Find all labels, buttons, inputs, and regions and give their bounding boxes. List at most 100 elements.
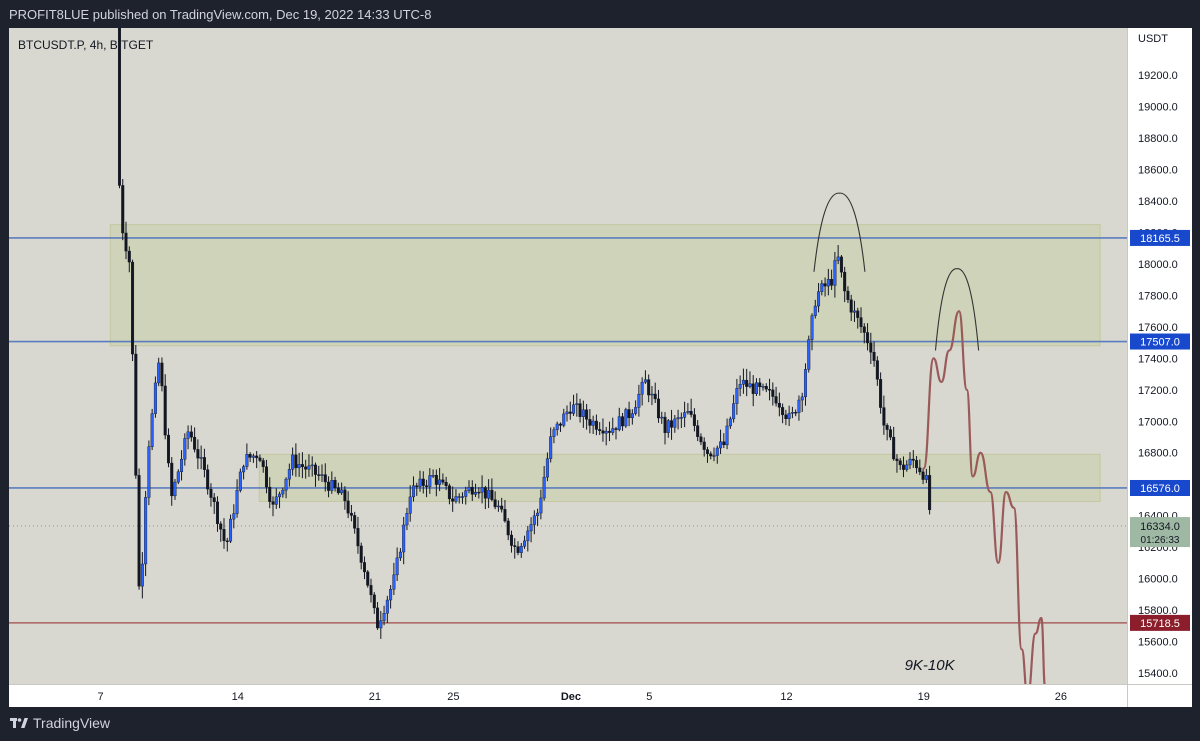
candle-body-224 bbox=[849, 299, 853, 313]
y-tick-label: 17800.0 bbox=[1138, 290, 1178, 302]
candle-body-247 bbox=[924, 475, 928, 480]
candle-body-159 bbox=[637, 393, 641, 408]
candle-body-34 bbox=[229, 518, 233, 542]
candle-body-184 bbox=[719, 441, 723, 449]
candle-body-65 bbox=[330, 480, 334, 491]
candle-body-89 bbox=[408, 496, 412, 514]
level-tag-4 bbox=[1130, 614, 1190, 631]
candle-body-237 bbox=[892, 436, 896, 460]
candle-body-239 bbox=[898, 460, 902, 466]
candle-body-66 bbox=[333, 480, 337, 488]
candle-body-134 bbox=[555, 423, 559, 430]
candle-body-82 bbox=[385, 599, 389, 614]
footer-bar: TradingView bbox=[0, 707, 1200, 741]
price-axis[interactable]: USDT 19200.0 19000.0 18800.0 18600.0 18400.0 1… bbox=[1127, 28, 1192, 684]
y-tick-label: 18400.0 bbox=[1138, 196, 1178, 208]
candle-body-38 bbox=[242, 466, 246, 473]
candle-body-118 bbox=[503, 509, 507, 522]
candle-body-63 bbox=[323, 474, 327, 483]
candle-body-60 bbox=[313, 464, 317, 475]
candle-body-14 bbox=[163, 385, 167, 436]
candle-body-238 bbox=[895, 458, 899, 461]
candle-body-212 bbox=[810, 315, 814, 340]
candle-body-211 bbox=[807, 339, 811, 370]
projection-path bbox=[922, 310, 1046, 684]
candle-body-107 bbox=[467, 486, 471, 491]
candle-body-105 bbox=[460, 496, 464, 498]
y-tick-label: 19000.0 bbox=[1138, 102, 1178, 114]
x-tick-label: 19 bbox=[918, 691, 930, 703]
y-tick-label: 17200.0 bbox=[1138, 385, 1178, 397]
candle-body-164 bbox=[653, 393, 657, 400]
candle-body-233 bbox=[879, 379, 883, 408]
candle-body-77 bbox=[369, 585, 373, 596]
candle-body-21 bbox=[186, 431, 190, 439]
candle-body-72 bbox=[353, 515, 357, 529]
candle-body-4 bbox=[131, 261, 135, 355]
price-chart[interactable]: 9K-10K bbox=[9, 28, 1127, 684]
y-tick-label: 18000.0 bbox=[1138, 259, 1178, 271]
candle-body-92 bbox=[418, 478, 422, 487]
candle-body-31 bbox=[219, 523, 223, 530]
candle-body-6 bbox=[137, 475, 141, 587]
candle-body-166 bbox=[660, 416, 664, 419]
candle-body-154 bbox=[621, 416, 625, 427]
candle-body-91 bbox=[415, 485, 419, 487]
candle-body-205 bbox=[787, 413, 791, 420]
candle-body-204 bbox=[784, 414, 788, 420]
candle-body-202 bbox=[777, 402, 781, 408]
candle-body-178 bbox=[699, 436, 703, 443]
plot-background bbox=[9, 28, 1127, 684]
candle-body-53 bbox=[291, 454, 295, 470]
candle-body-48 bbox=[274, 496, 278, 505]
time-axis-svg: 7 14 21 25 Dec 5 12 19 26 bbox=[97, 691, 1067, 703]
plot-area[interactable]: 9K-10K BTCUSDT.P, 4h, BITGET bbox=[9, 28, 1127, 684]
candle-body-194 bbox=[751, 383, 755, 394]
candle-body-171 bbox=[676, 417, 680, 420]
candle-body-69 bbox=[343, 489, 347, 502]
candle-body-39 bbox=[245, 454, 249, 467]
candle-body-96 bbox=[431, 475, 435, 477]
candle-body-129 bbox=[539, 497, 543, 514]
candle-body-29 bbox=[212, 497, 216, 503]
currency-label: USDT bbox=[1138, 33, 1168, 45]
candle-body-13 bbox=[160, 362, 164, 387]
candle-body-26 bbox=[202, 457, 206, 470]
candle-body-113 bbox=[487, 489, 491, 499]
footer-brand: TradingView bbox=[33, 715, 111, 731]
candle-body-17 bbox=[173, 481, 177, 497]
candle-body-140 bbox=[575, 403, 579, 406]
time-axis[interactable]: 7 14 21 25 Dec 5 12 19 26 bbox=[9, 684, 1127, 708]
candle-body-179 bbox=[702, 441, 706, 450]
candle-body-207 bbox=[794, 412, 798, 414]
candle-body-234 bbox=[882, 407, 886, 426]
candle-body-59 bbox=[310, 464, 314, 467]
candle-body-157 bbox=[630, 413, 634, 419]
candle-body-2 bbox=[124, 232, 128, 252]
candle-body-114 bbox=[490, 489, 494, 500]
candle-body-124 bbox=[523, 540, 527, 547]
arc-2 bbox=[934, 268, 980, 351]
candle-body-152 bbox=[614, 428, 618, 430]
candle-body-71 bbox=[349, 512, 353, 516]
candle-body-52 bbox=[287, 469, 291, 480]
candle-body-28 bbox=[209, 488, 213, 498]
level-tag-label-3: 16576.0 bbox=[1140, 483, 1180, 495]
candle-body-158 bbox=[634, 407, 638, 414]
countdown-label: 01:26:33 bbox=[1141, 535, 1180, 546]
candle-body-174 bbox=[686, 411, 690, 413]
candle-body-187 bbox=[728, 418, 732, 427]
level-tag-2 bbox=[1130, 333, 1190, 350]
candle-body-110 bbox=[477, 491, 481, 494]
candle-body-135 bbox=[558, 423, 562, 426]
candle-body-5 bbox=[134, 353, 138, 476]
candle-body-206 bbox=[790, 412, 794, 414]
candle-body-20 bbox=[183, 438, 187, 460]
candle-body-73 bbox=[356, 528, 360, 547]
candle-body-127 bbox=[532, 515, 536, 525]
candle-body-47 bbox=[271, 501, 275, 505]
candle-body-192 bbox=[745, 379, 749, 387]
candle-body-197 bbox=[761, 386, 765, 388]
candle-body-162 bbox=[647, 379, 651, 396]
candle-body-130 bbox=[542, 476, 546, 499]
